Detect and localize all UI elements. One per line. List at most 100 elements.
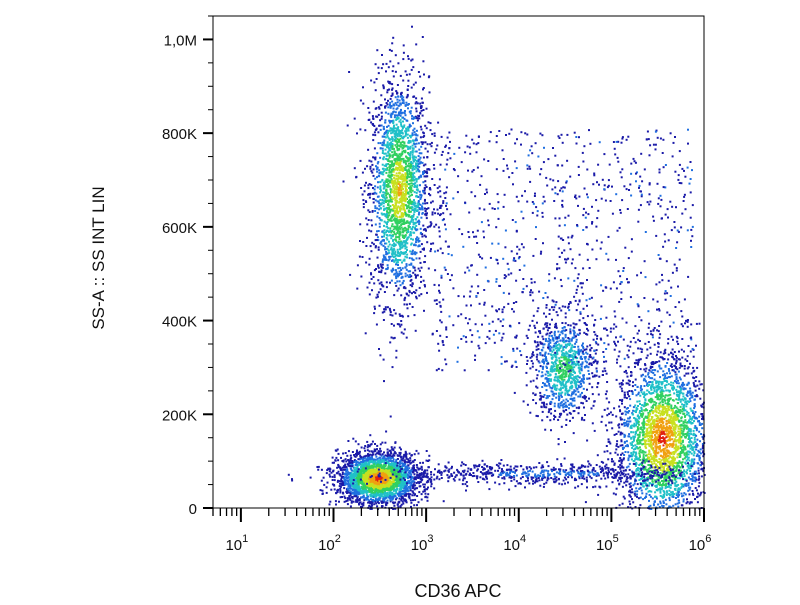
data-point	[368, 499, 371, 502]
data-point	[354, 489, 357, 492]
data-point	[380, 115, 383, 118]
data-point	[420, 152, 423, 155]
data-point	[429, 129, 432, 132]
data-point	[374, 482, 376, 485]
data-point	[402, 58, 405, 61]
data-point	[548, 334, 551, 337]
data-point	[389, 217, 392, 220]
data-point	[421, 101, 424, 104]
data-point	[385, 231, 387, 234]
data-point	[393, 187, 396, 190]
data-point	[376, 485, 379, 488]
data-point	[391, 92, 394, 95]
data-point	[564, 305, 567, 308]
data-point	[389, 470, 392, 473]
data-point	[592, 404, 595, 407]
data-point	[382, 156, 385, 159]
data-point	[580, 378, 583, 381]
data-point	[375, 192, 378, 195]
data-point	[362, 241, 365, 243]
data-point	[388, 119, 391, 122]
data-point	[358, 503, 361, 506]
data-point	[403, 461, 406, 464]
data-point	[389, 415, 392, 418]
data-point	[407, 192, 409, 194]
data-point	[389, 490, 392, 493]
data-point	[382, 84, 385, 87]
data-point	[406, 180, 408, 183]
data-point	[397, 474, 399, 476]
data-point	[392, 153, 395, 156]
data-point	[341, 471, 344, 474]
data-point	[377, 66, 380, 69]
data-point	[389, 485, 391, 487]
data-point	[406, 468, 409, 471]
data-point	[376, 444, 379, 447]
data-point	[393, 465, 396, 468]
data-point	[344, 497, 347, 500]
data-point	[417, 213, 420, 216]
data-point	[385, 237, 388, 240]
data-point	[385, 181, 388, 183]
data-point	[412, 208, 415, 211]
data-point	[369, 507, 372, 510]
data-point	[392, 122, 395, 125]
data-point	[406, 164, 409, 167]
data-point	[382, 258, 385, 261]
data-point	[383, 235, 385, 238]
data-point	[427, 121, 430, 124]
data-point	[383, 220, 386, 223]
data-point	[419, 467, 421, 470]
data-point	[347, 485, 350, 488]
data-point	[342, 480, 345, 483]
data-point	[396, 273, 399, 276]
data-point	[419, 193, 422, 196]
data-point	[418, 245, 421, 247]
data-point	[383, 310, 386, 313]
data-point	[352, 486, 355, 489]
data-point	[386, 143, 389, 146]
data-point	[398, 194, 400, 197]
data-point	[418, 269, 421, 272]
data-point	[391, 244, 394, 247]
data-point	[414, 273, 417, 276]
data-point	[382, 501, 385, 504]
data-point	[401, 473, 403, 476]
data-point	[403, 219, 406, 222]
data-point	[399, 141, 402, 144]
data-point	[421, 248, 424, 251]
data-point	[365, 465, 368, 468]
data-point	[356, 497, 359, 500]
data-point	[544, 353, 547, 356]
data-point	[405, 268, 408, 271]
data-point	[408, 496, 411, 498]
data-point	[357, 488, 360, 491]
data-point	[369, 493, 372, 496]
data-point	[364, 200, 367, 203]
data-point	[407, 103, 410, 106]
data-point	[400, 166, 403, 168]
data-point	[389, 464, 392, 466]
data-point	[373, 450, 376, 453]
data-point	[355, 474, 358, 477]
data-point	[371, 489, 374, 492]
data-point	[378, 498, 381, 501]
data-point	[580, 363, 583, 366]
data-point	[387, 80, 390, 83]
data-point	[358, 498, 361, 500]
data-point	[393, 488, 396, 491]
data-point	[418, 286, 421, 289]
data-point	[425, 107, 428, 110]
data-point	[396, 221, 399, 224]
data-point	[401, 197, 404, 200]
data-point	[391, 42, 394, 45]
data-point	[371, 123, 374, 125]
data-point	[555, 311, 558, 314]
data-point	[404, 483, 407, 486]
data-point	[400, 485, 403, 488]
data-point	[426, 226, 429, 229]
data-point	[404, 149, 407, 152]
data-point	[387, 174, 390, 177]
data-point	[349, 494, 352, 497]
data-point	[391, 270, 394, 273]
